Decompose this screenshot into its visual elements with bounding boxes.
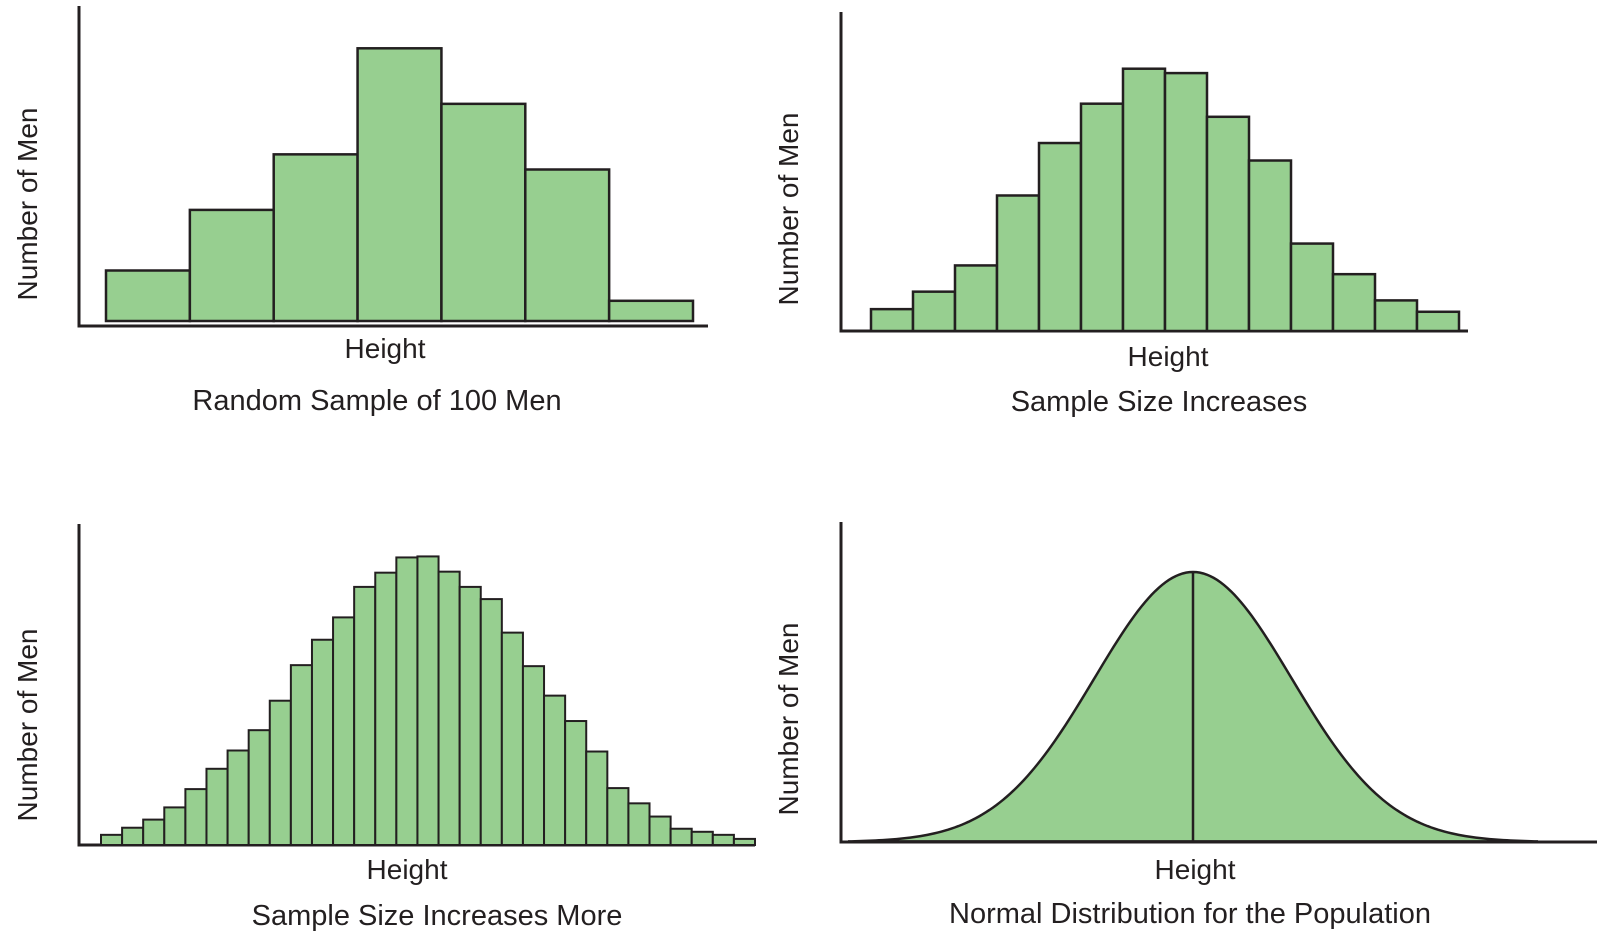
axes xyxy=(839,522,1597,844)
histogram-bar xyxy=(669,827,693,846)
histogram-bar xyxy=(543,694,567,846)
histogram-bar xyxy=(205,767,229,846)
histogram-bar xyxy=(104,269,192,323)
histogram-bar xyxy=(1373,299,1419,333)
histogram-bar xyxy=(1037,141,1083,333)
histogram-bar xyxy=(458,585,482,847)
histogram-bar xyxy=(356,47,443,323)
histogram-bar xyxy=(648,815,672,846)
chart-sample-size-increases-more: Height Number of Men Sample Size Increas… xyxy=(12,524,757,932)
histogram-bar xyxy=(953,264,999,333)
histogram-bar xyxy=(142,818,166,846)
chart-sample-size-increases: Height Number of Men Sample Size Increas… xyxy=(773,12,1468,418)
histogram-bar xyxy=(226,749,250,846)
chart-random-sample: Height Number of Men Random Sample of 10… xyxy=(12,6,708,417)
histogram-bar xyxy=(268,699,292,847)
histogram-bar xyxy=(188,208,275,323)
histogram-bar xyxy=(1121,67,1167,333)
histogram-bar xyxy=(310,638,335,846)
histogram-bar xyxy=(1289,242,1335,333)
x-axis-label: Height xyxy=(1155,854,1236,885)
histogram-bar xyxy=(1205,115,1251,333)
chart-title: Normal Distribution for the Population xyxy=(949,898,1431,930)
histogram-bar xyxy=(374,571,398,846)
histogram-bar xyxy=(1415,310,1461,333)
histogram-bar xyxy=(479,598,503,846)
y-axis-label: Number of Men xyxy=(773,113,804,306)
histogram-bar xyxy=(440,102,527,323)
histogram-bar xyxy=(627,802,651,847)
bars xyxy=(104,47,695,323)
histogram-bar xyxy=(690,830,714,846)
histogram-bar xyxy=(353,585,377,847)
bars xyxy=(869,67,1461,333)
histogram-bar xyxy=(606,787,630,846)
y-axis-label: Number of Men xyxy=(773,623,804,816)
histogram-bar xyxy=(995,194,1041,333)
histogram-bar xyxy=(1079,102,1125,333)
x-axis-label: Height xyxy=(1128,341,1209,372)
histogram-bar xyxy=(437,570,461,846)
histogram-bar xyxy=(289,664,313,847)
chart-title: Sample Size Increases xyxy=(1011,386,1308,418)
bars xyxy=(100,555,757,847)
histogram-bar xyxy=(564,720,588,847)
chart-title: Random Sample of 100 Men xyxy=(192,385,561,417)
histogram-bar xyxy=(524,168,611,323)
x-axis-label: Height xyxy=(367,854,448,885)
y-axis-label: Number of Men xyxy=(12,108,43,301)
histogram-bar xyxy=(100,833,124,847)
histogram-bar xyxy=(521,665,546,846)
chart-title: Sample Size Increases More xyxy=(252,900,623,932)
histogram-bar xyxy=(869,307,915,333)
histogram-bar xyxy=(607,299,695,323)
histogram-bar xyxy=(184,788,208,846)
histogram-bar xyxy=(911,290,957,333)
x-axis-label: Height xyxy=(345,333,426,364)
y-axis-label: Number of Men xyxy=(12,629,43,822)
histogram-bar xyxy=(1331,272,1377,333)
axes xyxy=(77,6,708,328)
histogram-bar xyxy=(416,555,440,846)
histogram-bar xyxy=(732,837,757,847)
histogram-bar xyxy=(272,153,359,323)
histogram-bar xyxy=(247,729,271,846)
histogram-bar xyxy=(121,826,145,846)
chart-normal-distribution: Height Number of Men Normal Distribution… xyxy=(773,522,1597,930)
histogram-bar xyxy=(163,806,187,847)
histogram-bar xyxy=(395,556,419,846)
histogram-bar xyxy=(1163,71,1209,333)
histogram-bar xyxy=(711,833,735,847)
histogram-bar xyxy=(1247,159,1293,333)
histogram-bar xyxy=(585,750,609,847)
histogram-bar xyxy=(332,616,356,847)
histogram-bar xyxy=(500,631,524,846)
